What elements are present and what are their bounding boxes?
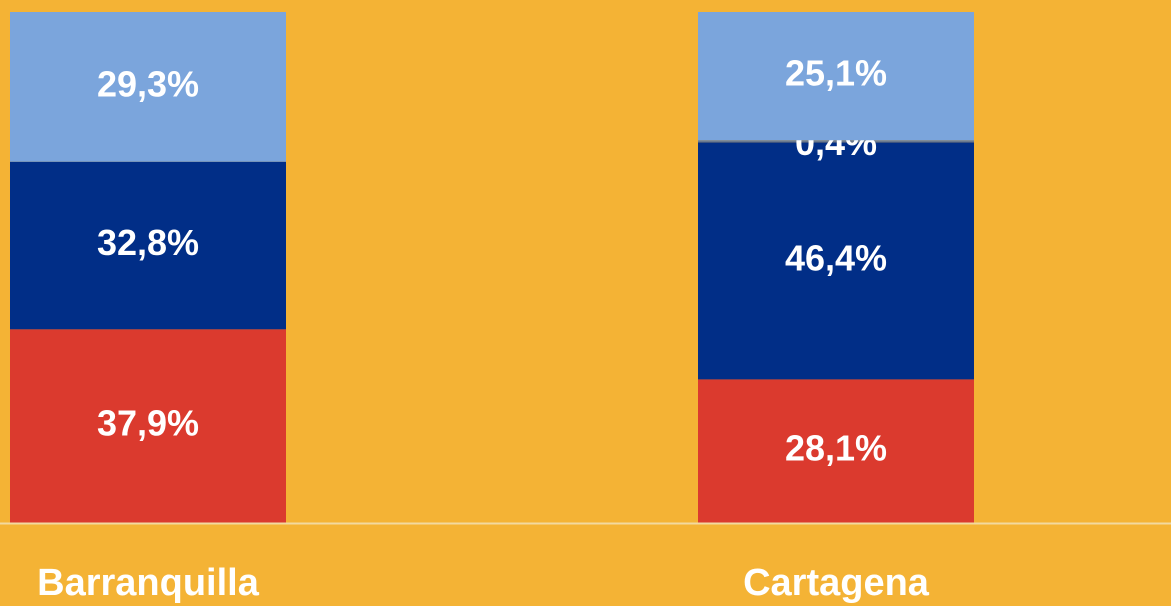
value-label: 46,4% [785,237,887,278]
bar-segment [698,12,974,141]
value-label: 32,8% [97,222,199,263]
bar-segment [10,12,286,162]
value-label: 29,3% [97,63,199,104]
value-label: 25,1% [785,53,887,94]
bar-segment [698,379,974,523]
x-tick-label: Cartagena [743,562,930,604]
bar-segment [10,161,286,330]
value-label: 37,9% [97,403,199,444]
bar-segment [698,140,974,143]
bar-segment [10,329,286,523]
bar-segment [698,142,974,380]
x-tick-label: Barranquilla [37,562,260,604]
value-label: 28,1% [785,428,887,469]
